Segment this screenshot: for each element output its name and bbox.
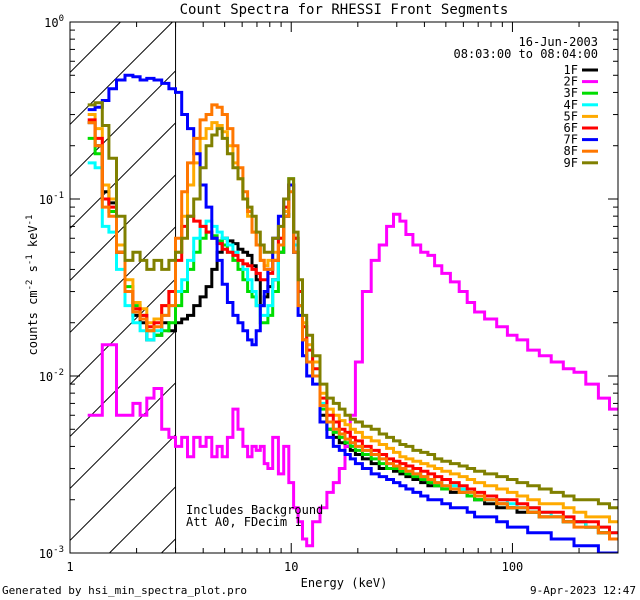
x-tick-labels: 1 10 100 [66,560,523,574]
y-axis-label-exp2: -1 [25,254,35,265]
y-axis-label-exp3: -1 [25,215,35,226]
footer-generated-by: Generated by hsi_min_spectra_plot.pro [2,584,247,597]
time-range-label: 08:03:00 to 08:04:00 [454,47,599,61]
y-tick-labels: 100 10-1 10-2 10-3 [39,14,64,561]
y-axis-label-exp1: -2 [25,280,35,291]
hatch-line [70,226,176,334]
x-tick-label: 10 [284,560,298,574]
y-axis-label: counts cm-2 s-1 keV-1 [25,215,40,356]
legend-label: 6F [564,121,578,135]
legend-label: 1F [564,63,578,77]
hatch-line [70,22,173,126]
y-axis-label-text3: keV [26,225,40,254]
y-tick-label: 10-3 [39,545,64,561]
hatch-line [70,70,176,178]
hatch-line [70,278,176,386]
y-axis-label-text2: s [26,265,40,279]
hatch-line [70,434,176,542]
legend-label: 3F [564,86,578,100]
x-tick-label: 100 [502,560,524,574]
legend-label: 8F [564,144,578,158]
y-tick-label: 10-2 [39,368,64,384]
y-tick-label: 100 [44,14,64,30]
legend-label: 7F [564,133,578,147]
y-tick-label: 10-1 [39,191,64,207]
plot-frame [69,21,619,554]
chart-title: Count Spectra for RHESSI Front Segments [180,2,509,18]
axis-ticks [69,21,619,554]
x-tick-label: 1 [66,560,73,574]
series-2F [87,212,618,548]
date-label: 16-Jun-2003 [519,35,598,49]
annotation-attenuator: Att A0, FDecim 1 [186,515,302,529]
legend-label: 5F [564,109,578,123]
series-layer [87,73,618,553]
legend-label: 4F [564,98,578,112]
legend-label: 2F [564,75,578,89]
series-9F [87,101,618,510]
legend-label: 9F [564,156,578,170]
footer-timestamp: 9-Apr-2023 12:47 [530,584,636,597]
hatched-region [70,22,176,553]
hatch-line [70,382,176,490]
x-axis-label: Energy (keV) [301,576,388,590]
y-axis-label-text: counts cm [26,290,40,355]
annotation-background: Includes Background [186,503,323,517]
